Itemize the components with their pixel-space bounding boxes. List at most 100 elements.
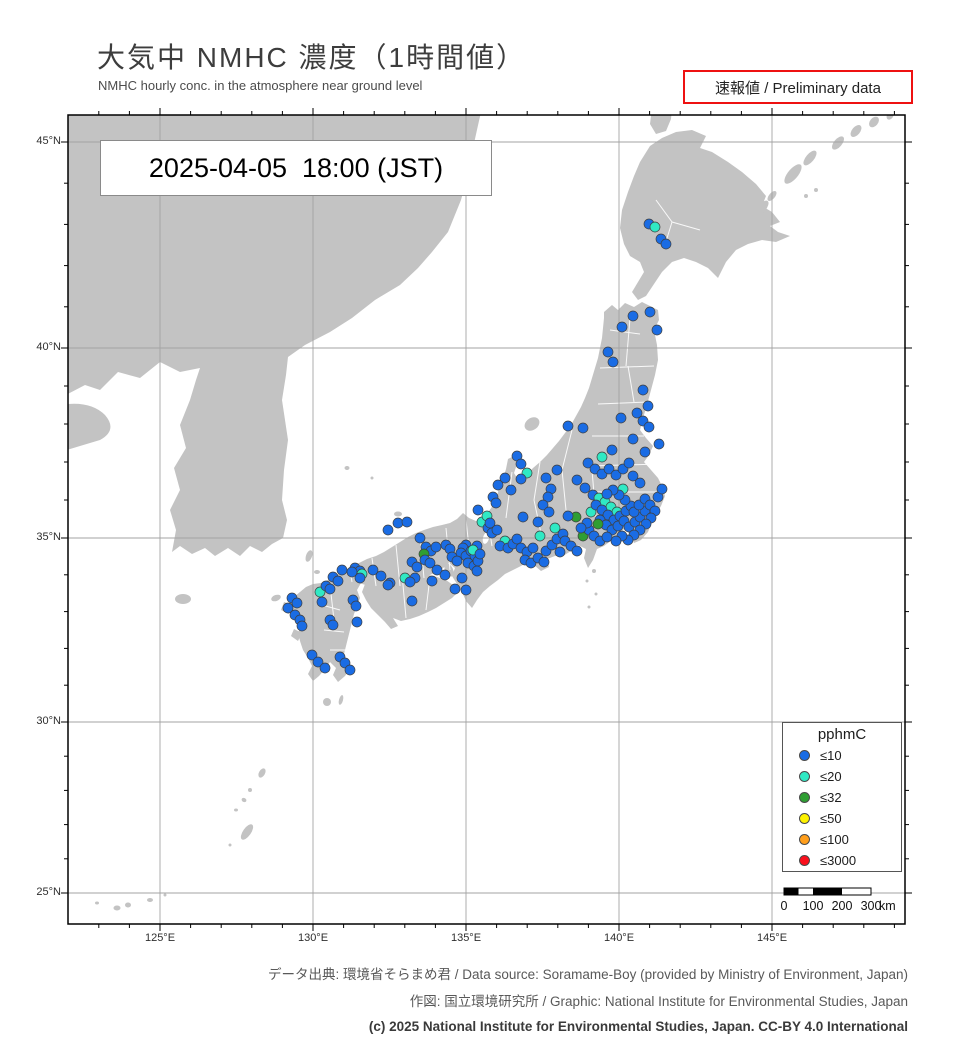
station-point [631, 407, 643, 419]
lat-tick-label: 30°N [36, 715, 61, 727]
footer-copyright: (c) 2025 National Institute for Environm… [368, 1019, 908, 1034]
station-point [579, 482, 591, 494]
station-point [319, 662, 331, 674]
station-point [401, 516, 413, 528]
legend-dot-icon [799, 771, 810, 782]
station-point [542, 491, 554, 503]
station-point [515, 473, 527, 485]
station-point [606, 444, 618, 456]
station-point [582, 457, 594, 469]
station-point [577, 422, 589, 434]
station-point [601, 488, 613, 500]
station-point [382, 579, 394, 591]
footer-graphic-credit: 作図: 国立環境研究所 / Graphic: National Institut… [409, 994, 908, 1009]
station-point [354, 572, 366, 584]
station-point [406, 595, 418, 607]
lon-tick-label: 130°E [297, 932, 329, 944]
island-shape [370, 476, 374, 480]
station-point [651, 324, 663, 336]
station-point [296, 620, 308, 632]
station-point [649, 221, 661, 233]
station-point [610, 535, 622, 547]
station-point [571, 474, 583, 486]
island-shape [113, 905, 121, 911]
footer-data-source: データ出典: 環境省そらまめ君 / Data source: Soramame-… [268, 967, 908, 982]
station-point [449, 583, 461, 595]
island-shape [338, 695, 344, 705]
legend-entry-label: ≤32 [820, 790, 842, 805]
page-subtitle: NMHC hourly conc. in the atmosphere near… [98, 78, 423, 93]
station-point [431, 564, 443, 576]
station-point [306, 649, 318, 661]
station-point [484, 517, 496, 529]
station-point [653, 438, 665, 450]
station-point [324, 583, 336, 595]
station-point [424, 557, 436, 569]
station-point [607, 356, 619, 368]
legend: pphmC ≤10 ≤20 ≤32 ≤50 ≤100 ≤3000 [782, 722, 902, 872]
station-point [517, 511, 529, 523]
prefecture-border [671, 221, 701, 231]
station-point [515, 458, 527, 470]
island-shape [804, 194, 808, 198]
station-point [460, 584, 472, 596]
island-shape [234, 808, 238, 812]
lat-tick-label: 45°N [36, 135, 61, 147]
station-point [282, 602, 294, 614]
station-point [562, 420, 574, 432]
axis-ticks-layer [61, 108, 912, 931]
station-point [312, 656, 324, 668]
station-point [351, 616, 363, 628]
station-point [532, 516, 544, 528]
island-shape [344, 466, 350, 470]
station-point [623, 457, 635, 469]
island-shape [240, 824, 254, 840]
prefecture-border [627, 365, 635, 403]
legend-entry: ≤10 [783, 745, 901, 766]
legend-entry: ≤100 [783, 829, 901, 850]
station-point [332, 575, 344, 587]
legend-entry: ≤20 [783, 766, 901, 787]
station-point [291, 597, 303, 609]
land-shape [68, 115, 481, 556]
legend-title: pphmC [817, 726, 867, 743]
island-shape [755, 200, 769, 216]
island-shape [175, 594, 191, 604]
station-point [472, 504, 484, 516]
preliminary-data-label: 速報値 / Preliminary data [715, 79, 881, 97]
station-point [538, 556, 550, 568]
station-point [430, 541, 442, 553]
station-point [571, 545, 583, 557]
timestamp-label: 2025-04-05 18:00 (JST) [148, 152, 444, 183]
station-point [627, 433, 639, 445]
station-points-layer [282, 218, 672, 676]
station-point [602, 346, 614, 358]
prefecture-border [395, 544, 401, 587]
legend-dot-icon [799, 855, 810, 866]
island-shape [241, 797, 247, 803]
island-shape [832, 136, 844, 150]
station-point [549, 522, 561, 534]
station-point [601, 531, 613, 543]
island-shape [869, 116, 879, 128]
legend-dot-icon [799, 792, 810, 803]
station-point [534, 530, 546, 542]
island-shape [592, 569, 596, 573]
station-point [543, 506, 555, 518]
station-point [610, 469, 622, 481]
legend-dot-icon [799, 834, 810, 845]
island-shape [594, 592, 598, 596]
land-shape [620, 130, 790, 300]
legend-entry-label: ≤3000 [820, 853, 857, 868]
prefecture-border [599, 365, 655, 369]
lon-tick-label: 140°E [603, 932, 635, 944]
station-point [596, 451, 608, 463]
station-point [656, 483, 668, 495]
station-point [411, 561, 423, 573]
legend-entry-label: ≤20 [820, 769, 842, 784]
station-point [562, 510, 574, 522]
island-shape [305, 550, 313, 562]
island-shape [258, 768, 266, 778]
